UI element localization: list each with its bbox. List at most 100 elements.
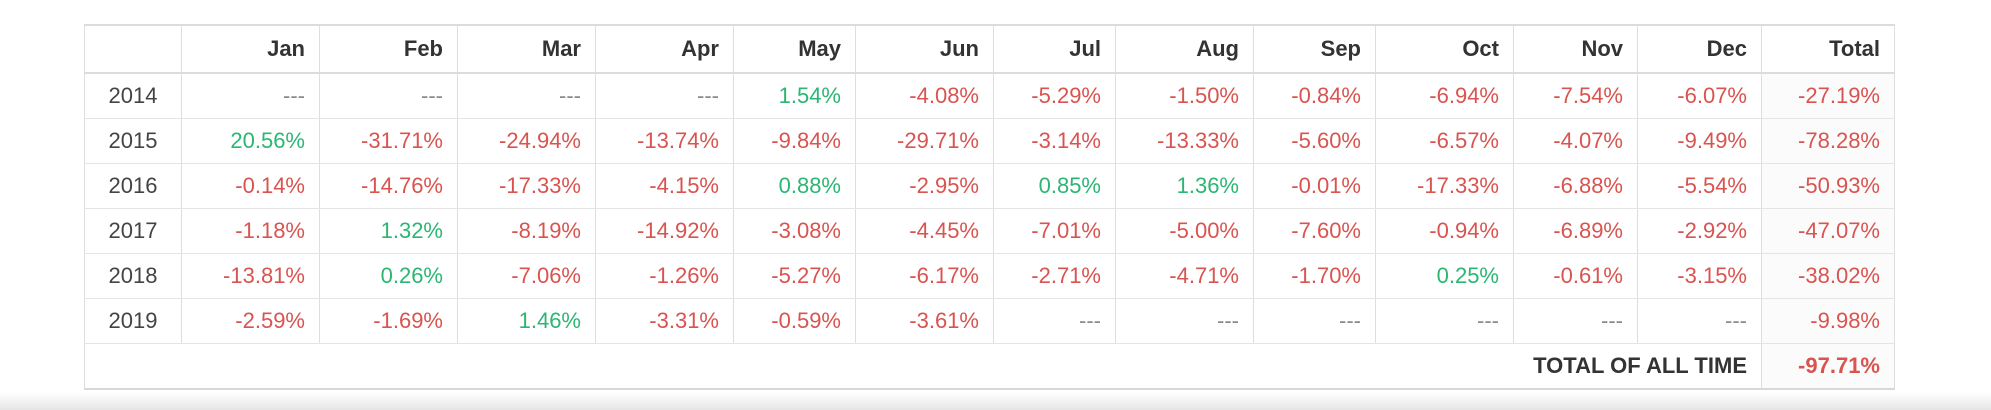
- monthly-return-cell: ---: [1637, 298, 1762, 344]
- monthly-return-cell: ---: [1375, 298, 1514, 344]
- monthly-return-cell: -9.49%: [1637, 118, 1762, 164]
- monthly-return-cell: -4.45%: [855, 208, 994, 254]
- monthly-return-cell: -17.33%: [1375, 163, 1514, 209]
- monthly-return-cell: ---: [1513, 298, 1638, 344]
- row-year: 2019: [84, 298, 182, 344]
- monthly-return-cell: -7.60%: [1253, 208, 1376, 254]
- monthly-return-cell: ---: [319, 73, 458, 119]
- monthly-return-cell: -7.54%: [1513, 73, 1638, 119]
- monthly-return-cell: ---: [1253, 298, 1376, 344]
- monthly-return-cell: ---: [595, 73, 734, 119]
- table-row: 2019 -2.59% -1.69% 1.46% -3.31% -0.59% -3.61% -…: [84, 298, 1895, 344]
- monthly-return-cell: -3.31%: [595, 298, 734, 344]
- monthly-return-cell: 0.85%: [993, 163, 1116, 209]
- year-total-cell: -9.98%: [1761, 298, 1895, 344]
- monthly-returns-table: Jan Feb Mar Apr May Jun Jul Aug Sep Oct Nov Dec Tota…: [84, 24, 1895, 390]
- monthly-return-cell: -14.92%: [595, 208, 734, 254]
- year-total-cell: -78.28%: [1761, 118, 1895, 164]
- year-total-cell: -38.02%: [1761, 253, 1895, 299]
- monthly-return-cell: -9.84%: [733, 118, 856, 164]
- table-row: 2018 -13.81% 0.26% -7.06% -1.26% -5.27% -6.17%…: [84, 253, 1895, 299]
- monthly-return-cell: -2.92%: [1637, 208, 1762, 254]
- grand-total-label: TOTAL OF ALL TIME: [84, 343, 1762, 390]
- monthly-return-cell: -6.94%: [1375, 73, 1514, 119]
- column-header-mar: Mar: [457, 24, 596, 74]
- monthly-return-cell: -6.88%: [1513, 163, 1638, 209]
- monthly-return-cell: -7.06%: [457, 253, 596, 299]
- header-row: Jan Feb Mar Apr May Jun Jul Aug Sep Oct Nov Dec Tota…: [84, 24, 1895, 74]
- monthly-return-cell: -4.15%: [595, 163, 734, 209]
- grand-total-row: TOTAL OF ALL TIME -97.71%: [84, 343, 1895, 390]
- monthly-return-cell: -7.01%: [993, 208, 1116, 254]
- monthly-return-cell: -4.08%: [855, 73, 994, 119]
- monthly-return-cell: -5.60%: [1253, 118, 1376, 164]
- monthly-return-cell: 1.54%: [733, 73, 856, 119]
- monthly-return-cell: -5.00%: [1115, 208, 1254, 254]
- row-year: 2015: [84, 118, 182, 164]
- monthly-return-cell: 0.25%: [1375, 253, 1514, 299]
- column-header-sep: Sep: [1253, 24, 1376, 74]
- monthly-return-cell: ---: [181, 73, 320, 119]
- table-row: 2016 -0.14% -14.76% -17.33% -4.15% 0.88% -2.95…: [84, 163, 1895, 209]
- row-year: 2018: [84, 253, 182, 299]
- column-header-may: May: [733, 24, 856, 74]
- monthly-return-cell: -6.89%: [1513, 208, 1638, 254]
- year-total-cell: -50.93%: [1761, 163, 1895, 209]
- column-header-oct: Oct: [1375, 24, 1514, 74]
- column-header-apr: Apr: [595, 24, 734, 74]
- monthly-return-cell: -1.26%: [595, 253, 734, 299]
- monthly-return-cell: -6.57%: [1375, 118, 1514, 164]
- monthly-return-cell: -3.61%: [855, 298, 994, 344]
- monthly-return-cell: -4.71%: [1115, 253, 1254, 299]
- monthly-return-cell: -3.15%: [1637, 253, 1762, 299]
- monthly-return-cell: 1.46%: [457, 298, 596, 344]
- monthly-return-cell: -0.14%: [181, 163, 320, 209]
- monthly-return-cell: -0.59%: [733, 298, 856, 344]
- monthly-return-cell: -13.74%: [595, 118, 734, 164]
- column-header-year: [84, 24, 182, 74]
- monthly-return-cell: -1.50%: [1115, 73, 1254, 119]
- monthly-return-cell: -0.01%: [1253, 163, 1376, 209]
- column-header-dec: Dec: [1637, 24, 1762, 74]
- monthly-return-cell: ---: [993, 298, 1116, 344]
- monthly-return-cell: -1.69%: [319, 298, 458, 344]
- monthly-return-cell: -17.33%: [457, 163, 596, 209]
- table-body: 2014 --- --- --- --- 1.54% -4.08% -5.29% -1.50% -…: [84, 73, 1895, 390]
- column-header-feb: Feb: [319, 24, 458, 74]
- monthly-return-cell: -2.59%: [181, 298, 320, 344]
- monthly-return-cell: 0.88%: [733, 163, 856, 209]
- table-row: 2015 20.56% -31.71% -24.94% -13.74% -9.84% -29…: [84, 118, 1895, 164]
- monthly-return-cell: -13.33%: [1115, 118, 1254, 164]
- year-total-cell: -47.07%: [1761, 208, 1895, 254]
- column-header-jan: Jan: [181, 24, 320, 74]
- monthly-return-cell: -1.18%: [181, 208, 320, 254]
- year-total-cell: -27.19%: [1761, 73, 1895, 119]
- table-row: 2014 --- --- --- --- 1.54% -4.08% -5.29% -1.50% -…: [84, 73, 1895, 119]
- monthly-return-cell: -3.14%: [993, 118, 1116, 164]
- monthly-return-cell: ---: [1115, 298, 1254, 344]
- row-year: 2014: [84, 73, 182, 119]
- monthly-return-cell: -0.84%: [1253, 73, 1376, 119]
- column-header-total: Total: [1761, 24, 1895, 74]
- monthly-return-cell: -5.29%: [993, 73, 1116, 119]
- column-header-aug: Aug: [1115, 24, 1254, 74]
- monthly-return-cell: -31.71%: [319, 118, 458, 164]
- monthly-return-cell: -3.08%: [733, 208, 856, 254]
- row-year: 2017: [84, 208, 182, 254]
- bottom-divider: [0, 392, 1991, 410]
- monthly-return-cell: -8.19%: [457, 208, 596, 254]
- column-header-nov: Nov: [1513, 24, 1638, 74]
- monthly-return-cell: -4.07%: [1513, 118, 1638, 164]
- monthly-return-cell: -5.27%: [733, 253, 856, 299]
- monthly-return-cell: -29.71%: [855, 118, 994, 164]
- monthly-return-cell: -2.71%: [993, 253, 1116, 299]
- monthly-return-cell: 1.36%: [1115, 163, 1254, 209]
- monthly-return-cell: ---: [457, 73, 596, 119]
- table-row: 2017 -1.18% 1.32% -8.19% -14.92% -3.08% -4.45%…: [84, 208, 1895, 254]
- monthly-return-cell: -0.61%: [1513, 253, 1638, 299]
- monthly-return-cell: -5.54%: [1637, 163, 1762, 209]
- monthly-return-cell: -6.07%: [1637, 73, 1762, 119]
- row-year: 2016: [84, 163, 182, 209]
- column-header-jul: Jul: [993, 24, 1116, 74]
